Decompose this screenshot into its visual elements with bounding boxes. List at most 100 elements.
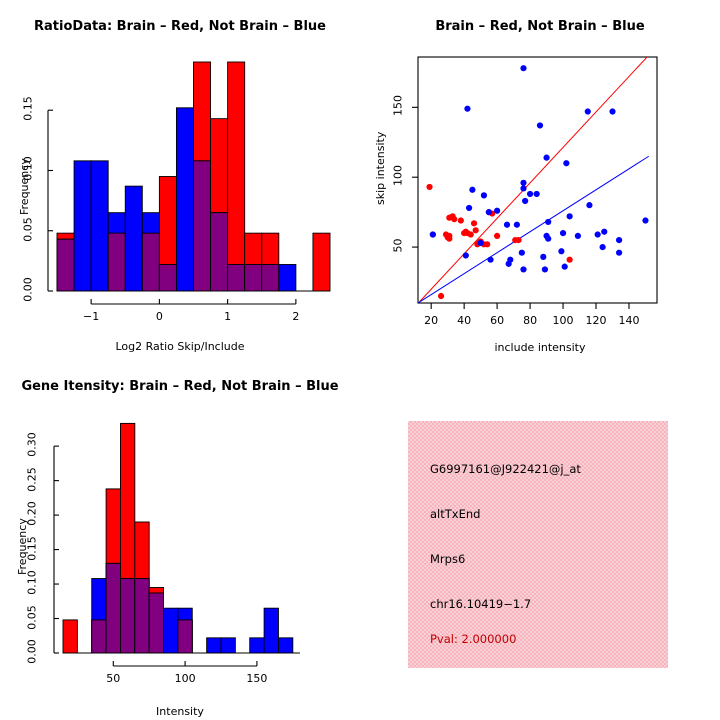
- ratio-y-tick-label: 0.00: [21, 277, 35, 302]
- gene-info-panel: G6997161@J922421@j_at altTxEnd Mrps6 chr…: [360, 360, 720, 720]
- scatter-point: [594, 231, 601, 238]
- ratio-x-tick-label: 1: [224, 310, 232, 323]
- scatter-point: [477, 239, 484, 246]
- scatter-point: [457, 217, 464, 224]
- ratio-bar-red: [227, 61, 246, 292]
- ratio-x-axis-label: Log2 Ratio Skip/Include: [115, 340, 245, 353]
- ratio-bar-overlap: [244, 264, 263, 292]
- scatter-x-axis-label: include intensity: [494, 341, 586, 354]
- intensity-scatter-panel: Brain – Red, Not Brain – Blue skip inten…: [360, 0, 720, 360]
- scatter-point: [520, 266, 527, 273]
- gene-symbol-text: Mrps6: [430, 552, 466, 566]
- scatter-point: [437, 292, 445, 300]
- ratio-bar-overlap: [141, 232, 160, 292]
- scatter-point: [574, 232, 581, 240]
- scatter-x-tick-label: 100: [552, 314, 574, 327]
- ratio-bar-overlap: [158, 264, 177, 292]
- ratio-y-tick-label: 0.15: [21, 96, 35, 121]
- scatter-point: [467, 231, 474, 238]
- ratio-x-tick-label: 2: [292, 310, 300, 323]
- scatter-x-tick-label: 40: [457, 314, 472, 327]
- ratio-bar-overlap: [107, 232, 126, 292]
- probe-id-text: G6997161@J922421@j_at: [430, 462, 581, 476]
- gene-x-tick-label: 100: [174, 672, 196, 685]
- scatter-x-tick-label: 80: [523, 314, 538, 327]
- scatter-point: [558, 248, 565, 255]
- scatter-line-brain-fit: [419, 57, 648, 302]
- scatter-point: [563, 160, 570, 167]
- gene-x-tick-label: 150: [246, 672, 268, 685]
- gene-x-axis-label: Intensity: [156, 705, 204, 718]
- gene-y-tick-label: 0.25: [25, 466, 39, 492]
- scatter-x-tick-label: 60: [490, 314, 505, 327]
- scatter-point: [536, 122, 544, 129]
- scatter-x-tick-label: 20: [424, 314, 439, 327]
- scatter-plot-box: [417, 56, 658, 304]
- scatter-point: [429, 231, 436, 238]
- ratio-bar-overlap: [227, 264, 246, 292]
- scatter-y-tick-label: 50: [391, 238, 405, 253]
- gene-bar-blue: [220, 637, 236, 654]
- locus-text: chr16.10419−1.7: [430, 597, 532, 611]
- scatter-point: [494, 232, 501, 240]
- scatter-point: [566, 256, 573, 263]
- gene-bar-blue: [206, 637, 222, 654]
- gene-bar-blue: [263, 607, 279, 654]
- gene-bar-blue: [163, 607, 179, 654]
- gene-bar-blue: [249, 637, 265, 654]
- scatter-point: [465, 204, 473, 212]
- scatter-point: [615, 237, 623, 244]
- scatter-point: [586, 202, 593, 209]
- scatter-point: [520, 65, 527, 72]
- scatter-point: [609, 108, 616, 115]
- gene-bar-overlap: [177, 619, 193, 654]
- ratio-bar-blue: [90, 160, 109, 292]
- scatter-point: [522, 197, 529, 205]
- scatter-point: [642, 217, 649, 224]
- scatter-point: [584, 108, 591, 115]
- scatter-point: [507, 256, 514, 263]
- scatter-point: [599, 243, 606, 251]
- scatter-point: [540, 253, 547, 260]
- ratio-bar-blue: [175, 107, 194, 292]
- gene-bar-overlap: [105, 562, 121, 654]
- gene-y-tick-label: 0.10: [25, 570, 39, 595]
- pval-text: Pval: 2.000000: [430, 632, 517, 646]
- scatter-point: [464, 105, 471, 112]
- ratio-histogram-canvas: [47, 61, 331, 305]
- scatter-point: [615, 249, 623, 256]
- gene-bar-overlap: [134, 578, 150, 654]
- ratio-histogram-panel: RatioData: Brain – Red, Not Brain – Blue…: [0, 0, 360, 360]
- scatter-point: [487, 256, 494, 263]
- event-type-text: altTxEnd: [430, 507, 481, 521]
- scatter-point: [426, 183, 433, 191]
- scatter-point: [451, 216, 458, 223]
- scatter-point: [561, 263, 568, 270]
- scatter-y-tick-label: 100: [391, 165, 405, 187]
- scatter-point: [469, 186, 476, 193]
- ratio-bar-blue: [278, 264, 297, 292]
- scatter-point: [520, 185, 527, 192]
- ratio-bar-red: [312, 232, 331, 292]
- scatter-point: [533, 190, 540, 198]
- scatter-point: [601, 228, 608, 235]
- scatter-point: [503, 221, 511, 228]
- scatter-point: [518, 249, 525, 256]
- gene-y-tick-label: 0.00: [25, 639, 39, 664]
- gene-bar-overlap: [148, 592, 164, 654]
- scatter-x-tick-label: 140: [618, 314, 640, 327]
- scatter-x-tick-label: 120: [585, 314, 607, 327]
- gene-info-box: G6997161@J922421@j_at altTxEnd Mrps6 chr…: [408, 421, 668, 668]
- ratio-x-tick-label: 0: [155, 310, 163, 323]
- ratio-bar-blue: [124, 185, 143, 292]
- gene-y-tick-label: 0.05: [25, 604, 39, 630]
- scatter-point: [541, 266, 549, 273]
- gene-histogram-canvas: [53, 422, 300, 667]
- scatter-canvas: [412, 56, 658, 309]
- scatter-point: [485, 209, 492, 216]
- gene-bar-overlap: [120, 578, 136, 654]
- scatter-point: [559, 230, 567, 237]
- ratio-bar-overlap: [210, 212, 229, 292]
- ratio-bar-overlap: [261, 264, 280, 292]
- ratio-bar-overlap: [193, 160, 212, 292]
